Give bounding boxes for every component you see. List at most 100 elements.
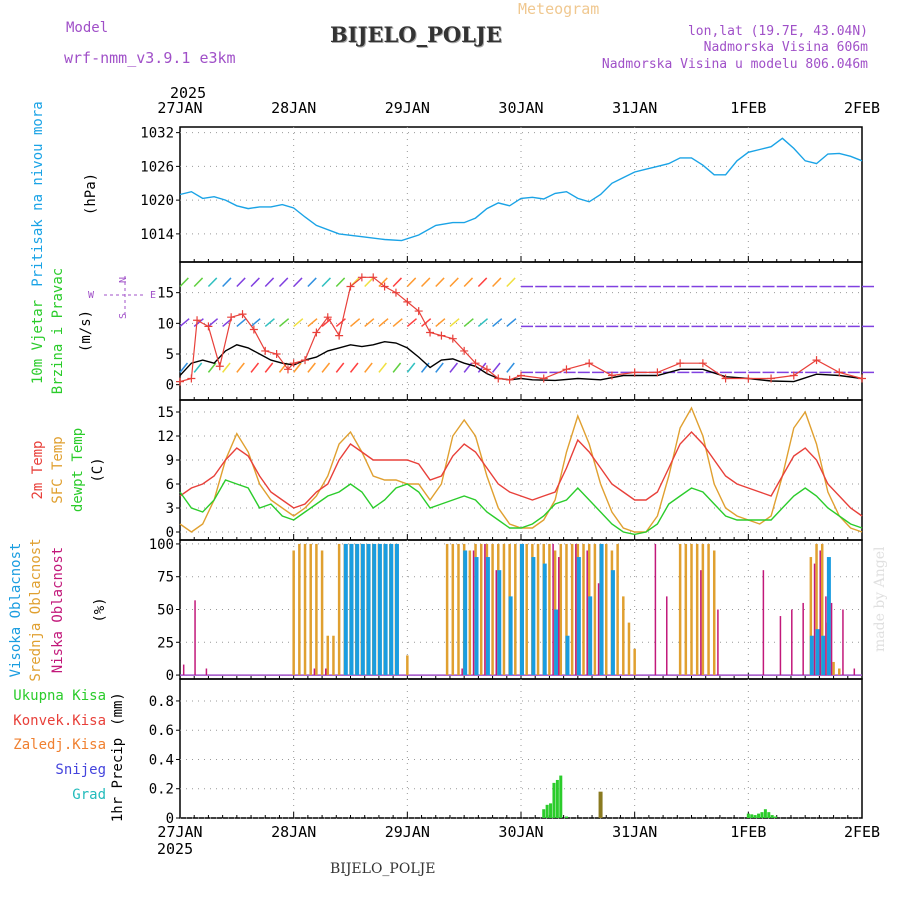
low-cloud-bar <box>779 616 782 676</box>
wind-gust-marker <box>471 359 480 368</box>
precip-total-bar <box>760 812 764 818</box>
wind-gust-marker <box>460 346 469 355</box>
low-cloud-bar <box>552 543 554 676</box>
mid-cloud-bar <box>712 550 716 676</box>
precip-total-bar <box>545 804 549 818</box>
high-cloud-bar <box>360 543 365 676</box>
wind-barb <box>307 318 318 327</box>
y-tick-label: 9 <box>166 453 174 469</box>
wind-barb <box>435 318 446 327</box>
y-tick-label: 15 <box>157 405 174 421</box>
low-cloud-bar <box>853 668 856 676</box>
precip-total-bar <box>559 775 563 818</box>
wind-gust-marker <box>426 328 435 337</box>
mid-cloud-bar <box>491 543 494 676</box>
wind-barb <box>207 277 218 288</box>
low-cloud-bar <box>791 609 793 676</box>
low-cloud-bar <box>205 668 208 676</box>
wind-gust-marker <box>176 377 184 386</box>
low-cloud-bar <box>575 543 577 676</box>
sfc-axis-label: SFC Temp <box>50 436 66 503</box>
wind-barb <box>278 362 288 373</box>
high-cloud-bar <box>520 543 524 676</box>
wind-gust-marker <box>517 371 525 380</box>
low-cloud-bar <box>586 550 588 676</box>
y-tick-label: 0.6 <box>149 723 174 739</box>
wind-barb <box>492 277 502 288</box>
high-cloud-bar <box>377 543 382 676</box>
wind-gust-marker <box>607 371 616 380</box>
low-cloud-bar <box>819 550 821 676</box>
x-tick-label-top: 29JAN <box>385 99 430 117</box>
wind-gust-marker <box>494 374 503 383</box>
precip-total-bar <box>549 803 553 818</box>
high-cloud-bar <box>463 550 468 676</box>
wind-gust-marker <box>858 374 866 383</box>
wind-barb <box>321 277 331 288</box>
wind-barb <box>278 318 290 327</box>
wind-barb <box>492 318 503 327</box>
wind-gust-marker <box>562 365 571 374</box>
compass-west: W <box>88 290 95 301</box>
y-tick-label: 1032 <box>140 126 174 142</box>
panel-frame-precip <box>179 678 863 819</box>
wind-barb <box>435 362 444 373</box>
mid-cloud-bar <box>690 543 693 676</box>
x-tick-label-bottom: 30JAN <box>498 823 543 841</box>
wind-barb <box>420 362 430 373</box>
model-elevation-text: Nadmorska Visina u modelu 806.046m <box>601 57 868 72</box>
wind-gust-marker <box>698 359 707 368</box>
wind-gust-marker <box>539 374 548 383</box>
wind-barb <box>335 277 346 288</box>
wind-barb <box>350 318 361 327</box>
wind-barb <box>222 362 231 373</box>
y-tick-label: 0.8 <box>149 694 174 710</box>
wind-barb <box>179 277 189 288</box>
mid-cloud-bar <box>332 635 335 676</box>
precip-unit-label: (mm) <box>110 692 126 726</box>
mid-cloud-bar <box>616 543 619 676</box>
wind-gust-marker <box>789 371 798 380</box>
precip-total-bar <box>770 815 774 818</box>
precip-total-bar <box>746 813 750 818</box>
y-tick-label: 0 <box>166 378 174 394</box>
model-label: Model <box>66 20 109 36</box>
high-cloud-bar <box>474 557 479 676</box>
y-tick-label: 0.4 <box>149 752 174 768</box>
x-tick-label-bottom: 2FEB <box>844 823 880 841</box>
wind-barb <box>349 362 359 373</box>
wind-gust-marker <box>676 359 685 368</box>
wind-gust-marker <box>272 350 281 358</box>
low-cloud-axis-label: Niska Oblacnost <box>50 547 66 673</box>
wind-barb <box>378 277 388 288</box>
x-tick-label-bottom: 28JAN <box>271 823 316 841</box>
precip-legend-1: Konvek.Kisa <box>13 713 106 729</box>
mid-cloud-bar <box>593 543 597 676</box>
low-cloud-bar <box>313 668 316 676</box>
low-cloud-bar <box>825 596 827 676</box>
wind-gust-marker <box>414 307 423 316</box>
low-cloud-bar <box>717 609 719 676</box>
compass-north: N <box>118 277 129 283</box>
wind-barb <box>236 318 247 327</box>
wind-gust-marker <box>204 322 213 331</box>
year-label-top: 2025 <box>170 84 206 102</box>
high-cloud-bar <box>610 570 615 676</box>
mid-cloud-bar <box>468 550 472 676</box>
mid-cloud-bar <box>820 543 824 676</box>
wind-barb <box>236 362 245 373</box>
y-tick-label: 25 <box>157 635 174 651</box>
wind-barb <box>193 318 204 327</box>
wind-barb <box>449 318 460 327</box>
wind-gust-marker <box>380 282 389 291</box>
wind-gust-marker <box>482 365 491 374</box>
wind-barb <box>193 277 204 288</box>
wind-barb <box>264 318 275 327</box>
mid-cloud-bar <box>479 543 483 676</box>
high-cloud-bar <box>366 543 371 676</box>
mid-cloud-bar <box>809 557 813 676</box>
high-cloud-bar <box>826 557 831 676</box>
wind-barb <box>506 277 516 288</box>
wind-barb <box>236 277 246 288</box>
mid-cloud-bar <box>292 550 295 676</box>
